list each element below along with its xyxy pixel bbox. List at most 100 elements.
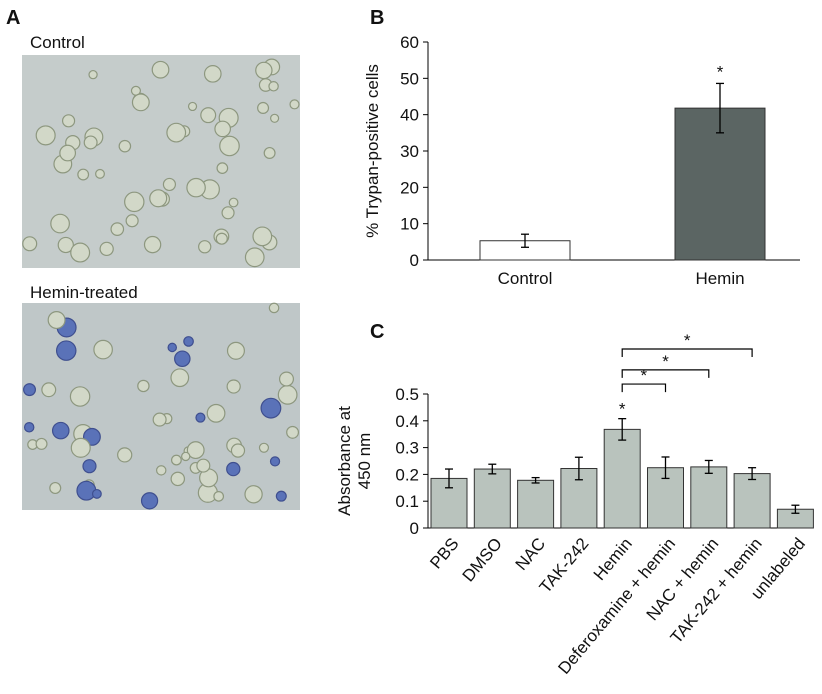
annotation: * bbox=[619, 400, 626, 419]
cell bbox=[196, 458, 211, 473]
y-tick-label: 40 bbox=[400, 106, 419, 125]
cell bbox=[49, 481, 62, 495]
error-bar bbox=[791, 504, 800, 514]
error-bar bbox=[521, 233, 529, 248]
cell bbox=[230, 443, 246, 458]
cell bbox=[226, 341, 245, 360]
cell bbox=[200, 107, 217, 124]
cell bbox=[174, 350, 191, 368]
cell bbox=[151, 60, 170, 79]
annotation: * bbox=[662, 352, 669, 371]
cell bbox=[51, 421, 70, 440]
cell bbox=[110, 222, 125, 236]
cell bbox=[35, 437, 48, 450]
cell bbox=[170, 368, 190, 388]
cell bbox=[269, 456, 281, 467]
cell bbox=[170, 471, 186, 487]
cell bbox=[221, 206, 235, 220]
cell bbox=[214, 120, 231, 138]
error-bar bbox=[618, 418, 627, 441]
cell bbox=[149, 189, 168, 208]
significance-bracket bbox=[621, 383, 667, 393]
panel-label: C bbox=[370, 321, 384, 343]
cell bbox=[167, 342, 177, 353]
cell bbox=[170, 454, 182, 466]
cell bbox=[57, 236, 74, 254]
bar bbox=[690, 466, 728, 529]
cell bbox=[117, 447, 133, 463]
cells bbox=[22, 58, 300, 510]
cell bbox=[244, 247, 265, 268]
cell bbox=[140, 492, 159, 510]
y-axis-label: 450 nm bbox=[355, 433, 374, 490]
cell bbox=[82, 459, 97, 474]
bar bbox=[603, 428, 641, 529]
panel-label: B bbox=[370, 7, 384, 29]
cell bbox=[55, 340, 77, 361]
x-tick-label: NAC bbox=[512, 534, 550, 574]
image-caption: Hemin-treated bbox=[30, 283, 138, 302]
cell bbox=[23, 422, 35, 433]
cell bbox=[289, 99, 300, 110]
cell bbox=[260, 397, 282, 419]
cell bbox=[77, 168, 90, 181]
y-tick-label: 0.4 bbox=[395, 412, 419, 431]
cell bbox=[131, 93, 150, 112]
error-bar bbox=[531, 476, 540, 484]
cell bbox=[152, 412, 167, 427]
cell bbox=[213, 490, 225, 502]
cell bbox=[258, 442, 270, 453]
cell bbox=[186, 441, 205, 460]
cell bbox=[181, 451, 191, 462]
annotation: * bbox=[684, 331, 691, 350]
error-bar bbox=[748, 467, 757, 481]
cell bbox=[93, 339, 113, 360]
cell bbox=[183, 336, 194, 347]
x-tick-label: PBS bbox=[426, 534, 462, 572]
y-tick-label: 0.3 bbox=[395, 439, 419, 458]
cell bbox=[203, 64, 222, 83]
panel-label: A bbox=[6, 7, 20, 29]
cell bbox=[286, 425, 300, 439]
error-bar bbox=[574, 456, 583, 481]
y-tick-label: 60 bbox=[400, 33, 419, 52]
cell bbox=[215, 232, 228, 245]
image-caption: Control bbox=[30, 33, 85, 52]
cell bbox=[228, 197, 239, 208]
significance-bracket bbox=[621, 369, 710, 378]
cell bbox=[206, 403, 226, 423]
cell bbox=[69, 386, 91, 407]
cell bbox=[226, 461, 241, 477]
error-bar bbox=[716, 82, 724, 134]
y-tick-label: 50 bbox=[400, 69, 419, 88]
cell bbox=[268, 302, 280, 314]
y-tick-label: 0.2 bbox=[395, 465, 419, 484]
y-tick-label: 0 bbox=[410, 519, 419, 538]
cell bbox=[95, 168, 105, 179]
cell bbox=[277, 384, 298, 405]
cell bbox=[99, 241, 114, 257]
cell bbox=[216, 162, 229, 174]
cell bbox=[61, 114, 76, 128]
cell bbox=[263, 146, 276, 159]
cell bbox=[23, 383, 37, 397]
cell bbox=[76, 480, 97, 501]
y-tick-label: 0.5 bbox=[395, 385, 419, 404]
cell bbox=[219, 135, 240, 157]
cell bbox=[125, 214, 139, 228]
y-tick-label: 30 bbox=[400, 142, 419, 161]
cell bbox=[278, 371, 295, 387]
y-tick-label: 0.1 bbox=[395, 492, 419, 511]
cell bbox=[252, 226, 273, 247]
cell bbox=[70, 437, 91, 458]
cell bbox=[83, 135, 98, 150]
cell bbox=[244, 485, 263, 504]
cell bbox=[166, 122, 187, 143]
cell bbox=[88, 69, 98, 80]
cell bbox=[59, 144, 77, 162]
cell bbox=[143, 235, 162, 254]
cell bbox=[156, 465, 167, 476]
error-bar bbox=[445, 468, 453, 489]
y-axis-label: Absorbance at bbox=[335, 406, 354, 516]
